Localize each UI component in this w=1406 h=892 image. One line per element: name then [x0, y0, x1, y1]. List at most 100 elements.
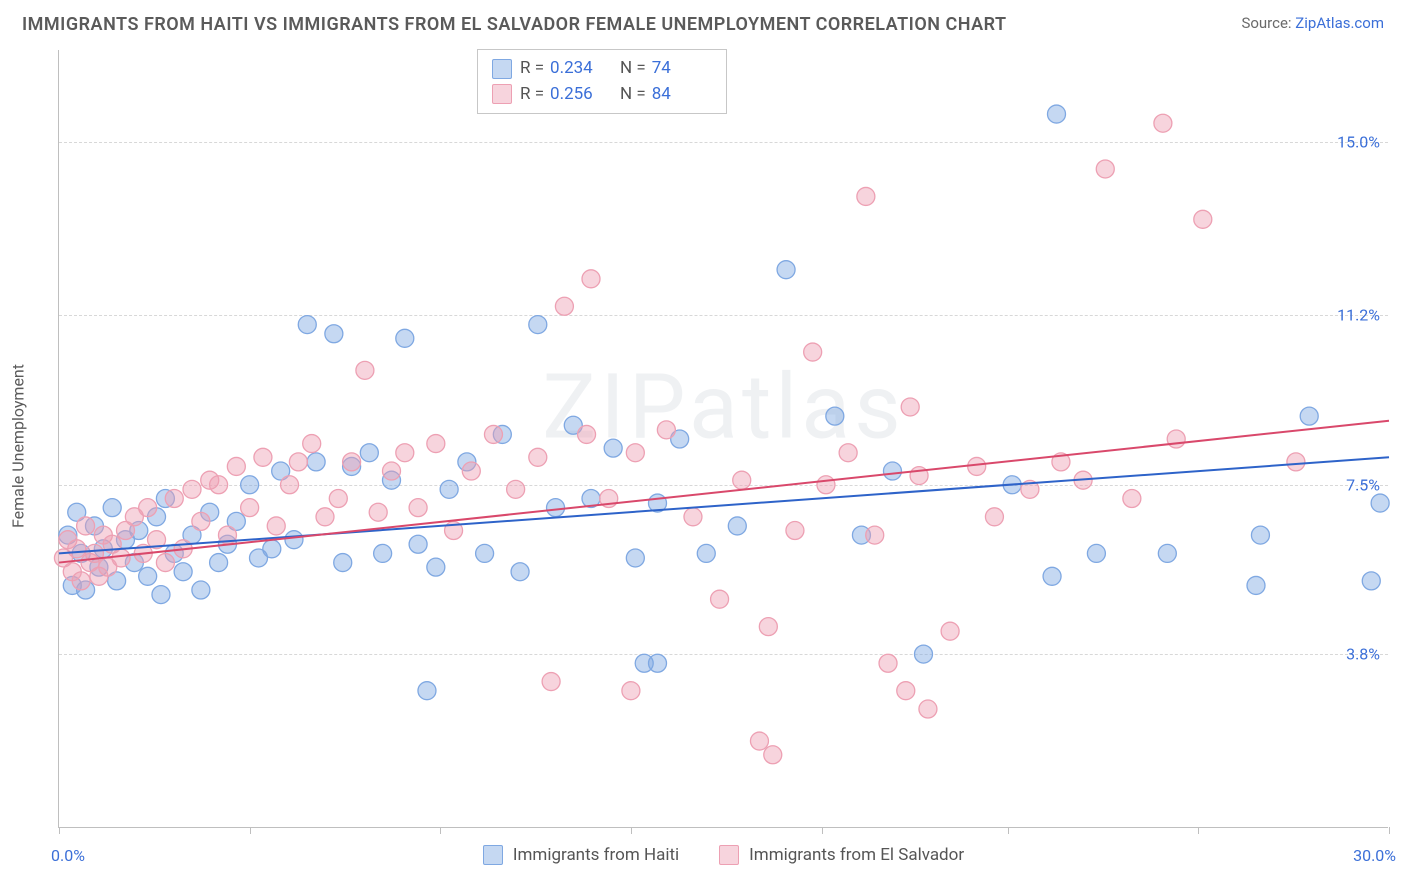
x-tick [1198, 827, 1199, 834]
x-tick [1389, 827, 1390, 834]
data-point-haiti [360, 444, 378, 462]
swatch-elsalvador [492, 84, 512, 104]
legend-label-haiti: Immigrants from Haiti [513, 845, 679, 865]
data-point-elsalvador [804, 343, 822, 361]
data-point-elsalvador [1287, 453, 1305, 471]
data-point-elsalvador [343, 453, 361, 471]
data-point-haiti [883, 462, 901, 480]
x-tick [631, 827, 632, 834]
data-point-elsalvador [427, 435, 445, 453]
data-point-elsalvador [711, 590, 729, 608]
data-point-elsalvador [555, 297, 573, 315]
data-point-elsalvador [1096, 160, 1114, 178]
data-point-elsalvador [281, 476, 299, 494]
data-point-elsalvador [626, 444, 644, 462]
data-point-haiti [547, 499, 565, 517]
data-point-elsalvador [192, 512, 210, 530]
x-tick [250, 827, 251, 834]
data-point-elsalvador [329, 489, 347, 507]
data-point-haiti [152, 586, 170, 604]
y-axis-label: Female Unemployment [9, 364, 28, 528]
data-point-haiti [374, 544, 392, 562]
data-point-elsalvador [542, 673, 560, 691]
series-legend: Immigrants from Haiti Immigrants from El… [59, 845, 1388, 865]
data-point-haiti [298, 316, 316, 334]
data-point-elsalvador [210, 476, 228, 494]
source-label: Source: ZipAtlas.com [1241, 14, 1384, 32]
data-point-elsalvador [857, 187, 875, 205]
legend-item-haiti: Immigrants from Haiti [483, 845, 679, 865]
data-point-elsalvador [369, 503, 387, 521]
data-point-haiti [529, 316, 547, 334]
data-point-elsalvador [241, 499, 259, 517]
data-point-haiti [427, 558, 445, 576]
data-point-haiti [777, 261, 795, 279]
data-point-elsalvador [750, 732, 768, 750]
data-point-haiti [192, 581, 210, 599]
data-point-haiti [1043, 567, 1061, 585]
data-point-haiti [1251, 526, 1269, 544]
data-point-haiti [103, 499, 121, 517]
data-point-elsalvador [356, 361, 374, 379]
r-label: R = [520, 82, 544, 108]
data-point-elsalvador [72, 572, 90, 590]
data-point-elsalvador [1123, 489, 1141, 507]
data-point-elsalvador [622, 682, 640, 700]
data-point-elsalvador [1167, 430, 1185, 448]
chart-title: IMMIGRANTS FROM HAITI VS IMMIGRANTS FROM… [22, 14, 1007, 35]
data-point-haiti [263, 540, 281, 558]
x-tick [1008, 827, 1009, 834]
data-point-haiti [626, 549, 644, 567]
data-point-elsalvador [968, 457, 986, 475]
correlation-legend: R = 0.234 N = 74 R = 0.256 N = 84 [477, 49, 727, 114]
x-axis-min: 0.0% [51, 846, 85, 865]
x-tick [822, 827, 823, 834]
data-point-haiti [728, 517, 746, 535]
data-point-elsalvador [289, 453, 307, 471]
data-point-haiti [139, 567, 157, 585]
swatch-haiti [492, 59, 512, 79]
data-point-elsalvador [183, 480, 201, 498]
n-value-elsalvador: 84 [652, 82, 671, 108]
data-point-haiti [334, 554, 352, 572]
x-tick [59, 827, 60, 834]
data-point-elsalvador [764, 746, 782, 764]
data-point-elsalvador [409, 499, 427, 517]
data-point-elsalvador [941, 622, 959, 640]
data-point-elsalvador [897, 682, 915, 700]
data-point-haiti [307, 453, 325, 471]
data-point-haiti [409, 535, 427, 553]
plot-area: ZIPatlas 3.8%7.5%11.2%15.0% R = 0.234 N … [58, 50, 1388, 828]
r-label: R = [520, 56, 544, 82]
data-point-haiti [174, 563, 192, 581]
n-label: N = [620, 56, 646, 82]
data-point-haiti [440, 480, 458, 498]
x-axis-max: 30.0% [1353, 846, 1396, 865]
data-point-elsalvador [582, 270, 600, 288]
data-point-elsalvador [383, 462, 401, 480]
data-point-haiti [1362, 572, 1380, 590]
data-point-elsalvador [462, 462, 480, 480]
data-point-elsalvador [156, 554, 174, 572]
legend-item-elsalvador: Immigrants from El Salvador [719, 845, 964, 865]
data-point-haiti [649, 654, 667, 672]
data-point-haiti [1158, 544, 1176, 562]
data-point-elsalvador [1194, 210, 1212, 228]
source-link[interactable]: ZipAtlas.com [1295, 14, 1384, 32]
data-point-haiti [241, 476, 259, 494]
data-point-elsalvador [657, 421, 675, 439]
data-point-elsalvador [817, 476, 835, 494]
source-prefix: Source: [1241, 14, 1295, 32]
data-point-elsalvador [839, 444, 857, 462]
data-point-haiti [210, 554, 228, 572]
data-point-elsalvador [112, 549, 130, 567]
swatch-elsalvador [719, 845, 739, 865]
data-point-elsalvador [684, 508, 702, 526]
data-point-elsalvador [759, 618, 777, 636]
data-point-elsalvador [68, 540, 86, 558]
legend-row-elsalvador: R = 0.256 N = 84 [492, 82, 712, 108]
data-point-haiti [418, 682, 436, 700]
data-point-elsalvador [267, 517, 285, 535]
data-point-haiti [697, 544, 715, 562]
data-point-haiti [1300, 407, 1318, 425]
